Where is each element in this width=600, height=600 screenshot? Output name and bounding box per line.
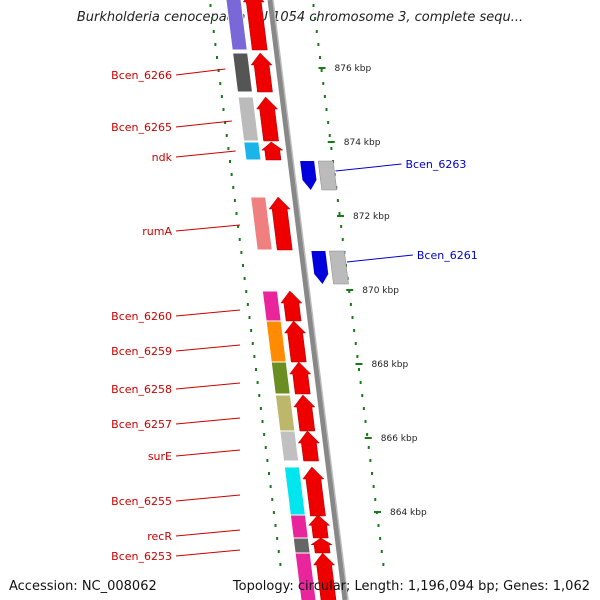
label-leader — [175, 417, 241, 425]
gene-box — [225, 0, 248, 51]
kbp-tick-label: 872 kbp — [353, 212, 390, 222]
gene-box — [283, 466, 307, 517]
kbp-tick-label: 876 kbp — [335, 64, 372, 74]
forward-gene-arrow — [284, 320, 307, 363]
label-leader — [346, 254, 413, 263]
kbp-tick-label: 864 kbp — [390, 508, 427, 518]
label-leader — [175, 549, 241, 557]
gene-box — [243, 141, 262, 161]
forward-gene-arrow — [293, 394, 316, 432]
kbp-ruler: 876 kbp 874 kbp 872 kbp 870 kbp 868 kbp 866 k… — [318, 64, 427, 518]
chromosome-backbone — [209, 0, 385, 600]
forward-gene-arrow — [268, 196, 293, 251]
map-title: Burkholderia cenocepacia AU 1054 chromos… — [76, 10, 524, 25]
label-leader — [175, 150, 236, 158]
forward-gene-label: Bcen_6257 — [111, 418, 172, 431]
gene-box — [261, 290, 282, 322]
gene-box — [279, 430, 300, 462]
forward-gene-label: Bcen_6265 — [111, 121, 172, 134]
gene-box — [292, 537, 311, 554]
forward-gene-label: Bcen_6253 — [111, 550, 172, 563]
reverse-gene-box — [329, 250, 349, 285]
forward-gene-label: Bcen_6255 — [111, 495, 172, 508]
forward-gene-arrow — [308, 514, 331, 539]
gene-track — [225, 0, 349, 600]
inner-dot-track — [209, 4, 282, 566]
forward-gene-label: recR — [147, 530, 172, 543]
forward-gene-arrow — [256, 96, 279, 142]
reverse-gene-arrow — [300, 161, 317, 190]
forward-gene-label: Bcen_6260 — [111, 310, 172, 323]
forward-gene-arrow — [250, 52, 273, 93]
kbp-tick-label: 874 kbp — [344, 138, 381, 148]
forward-gene-arrow — [280, 290, 303, 322]
forward-gene-arrow — [289, 361, 312, 395]
reverse-gene-box — [317, 160, 338, 191]
forward-gene-arrow — [242, 0, 268, 51]
forward-gene-label: Bcen_6258 — [111, 383, 172, 396]
gene-box — [289, 514, 309, 539]
backbone-shadow — [272, 0, 349, 600]
forward-gene-arrow — [297, 430, 320, 462]
forward-gene-arrow — [310, 537, 334, 554]
label-leader — [175, 382, 241, 390]
gene-box — [237, 96, 260, 142]
label-leader — [175, 449, 241, 457]
gene-box — [270, 361, 291, 395]
reverse-gene-label: Bcen_6263 — [406, 158, 467, 171]
forward-gene-label: Bcen_6266 — [111, 69, 172, 82]
label-leader — [335, 163, 402, 172]
forward-gene-label: Bcen_6259 — [111, 345, 172, 358]
forward-gene-arrow — [313, 552, 337, 600]
kbp-tick-label: 866 kbp — [381, 434, 418, 444]
label-leader — [175, 309, 241, 317]
kbp-tick-label: 868 kbp — [372, 360, 409, 370]
gene-box — [250, 196, 273, 251]
gene-box — [232, 52, 254, 93]
kbp-tick-label: 870 kbp — [362, 286, 399, 296]
outer-dot-track — [312, 4, 385, 566]
label-leader — [175, 529, 241, 537]
reverse-gene-arrow — [311, 251, 329, 284]
label-leader — [175, 344, 241, 352]
topology-summary: Topology: circular; Length: 1,196,094 bp… — [232, 579, 590, 594]
label-leader — [175, 68, 226, 76]
forward-gene-arrow — [302, 466, 326, 517]
reverse-gene-label: Bcen_6261 — [417, 249, 478, 262]
forward-gene-label: ndk — [152, 151, 173, 164]
backbone-line — [267, 0, 348, 600]
label-leader — [175, 120, 232, 128]
forward-gene-label: surE — [148, 450, 172, 463]
forward-gene-arrow — [261, 141, 284, 161]
gene-box — [265, 320, 287, 363]
accession-label: Accession: NC_008062 — [9, 579, 157, 594]
gene-box — [274, 394, 296, 432]
label-leader — [175, 494, 241, 502]
forward-gene-label: rumA — [142, 225, 172, 238]
label-leader — [175, 224, 241, 232]
gene-box — [294, 552, 317, 600]
